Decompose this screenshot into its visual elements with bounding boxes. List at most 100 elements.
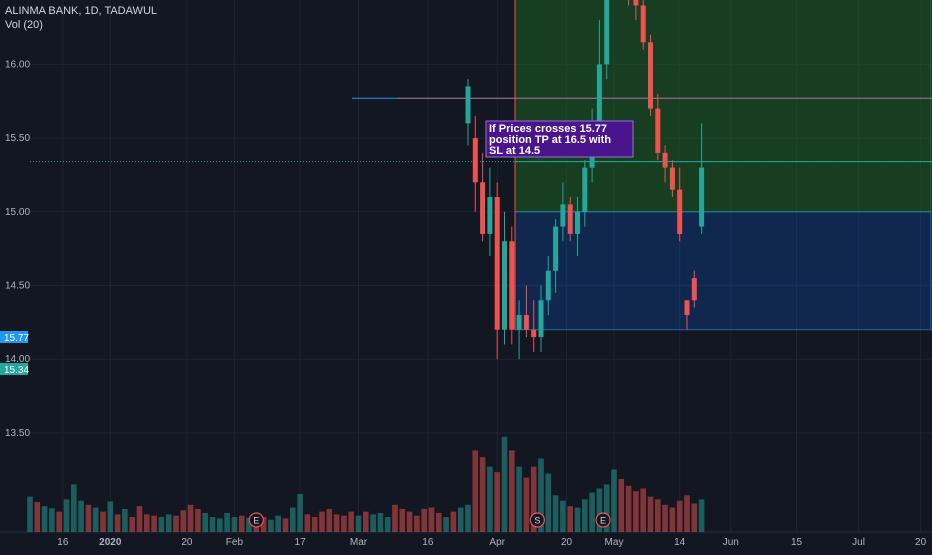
volume-bar bbox=[582, 499, 588, 532]
volume-bar bbox=[443, 517, 449, 532]
volume-bar bbox=[377, 512, 384, 532]
candle-body bbox=[502, 241, 507, 330]
x-tick-label: May bbox=[605, 537, 624, 548]
last-price-tag bbox=[0, 363, 28, 375]
event-marker-label: E bbox=[600, 516, 606, 526]
volume-bar bbox=[304, 514, 311, 532]
volume-bar bbox=[187, 504, 194, 532]
volume-bar bbox=[268, 519, 274, 532]
volume-bar bbox=[92, 507, 99, 532]
candle-body bbox=[699, 167, 705, 227]
volume-bar bbox=[406, 511, 413, 532]
volume-bar bbox=[275, 515, 281, 532]
volume-bar bbox=[195, 508, 201, 532]
x-tick-label: 20 bbox=[915, 537, 927, 548]
volume-bar bbox=[574, 507, 581, 532]
y-axis-labels: 13.5014.0014.5015.0015.5016.0016.5017.00… bbox=[5, 59, 30, 439]
volume-bar bbox=[684, 495, 690, 532]
volume-bar bbox=[370, 514, 376, 532]
volume-bar bbox=[384, 517, 391, 532]
volume-bar bbox=[662, 504, 668, 532]
volume-indicator-label: Vol (20) bbox=[5, 19, 43, 31]
candle-body bbox=[662, 152, 668, 168]
level-price-tag bbox=[0, 331, 28, 343]
volume-bar bbox=[217, 518, 223, 532]
candle-body bbox=[677, 189, 683, 234]
volume-bar bbox=[501, 436, 508, 532]
volume-bar bbox=[516, 466, 522, 532]
volume-bar bbox=[158, 517, 165, 532]
event-marker-circle bbox=[595, 512, 611, 528]
y-tick-label: 13.50 bbox=[5, 428, 30, 439]
volume-bar bbox=[399, 508, 406, 532]
annotation-line-1: If Prices crosses 15.77 bbox=[489, 123, 607, 135]
x-tick-label: 20 bbox=[561, 537, 573, 548]
x-tick-label: 15 bbox=[791, 537, 803, 548]
volume-bar bbox=[523, 477, 530, 532]
volume-bar bbox=[78, 500, 84, 532]
volume-bar bbox=[363, 511, 369, 532]
y-tick-label: 16.00 bbox=[5, 59, 30, 70]
x-tick-label: Apr bbox=[489, 537, 505, 548]
volume-bar bbox=[319, 511, 325, 532]
volume-bar bbox=[114, 514, 121, 532]
candle-body bbox=[545, 270, 551, 301]
volume-bar bbox=[209, 517, 216, 532]
volume-bar bbox=[224, 512, 230, 532]
candle-body bbox=[567, 204, 573, 234]
candle-body bbox=[480, 182, 486, 234]
event-marker-label: S bbox=[534, 516, 540, 526]
volume-bar bbox=[530, 466, 537, 532]
volume-bar bbox=[341, 515, 347, 532]
candle-body bbox=[516, 314, 522, 330]
volume-bar bbox=[596, 488, 603, 532]
volume-bar bbox=[348, 511, 354, 532]
candle-body bbox=[560, 204, 566, 227]
volume-bar bbox=[560, 500, 566, 532]
volume-bar bbox=[100, 511, 106, 532]
x-tick-label: Jun bbox=[723, 537, 739, 548]
volume-bar bbox=[479, 457, 486, 532]
volume-bar bbox=[173, 515, 179, 532]
candle-body bbox=[640, 5, 646, 43]
candle-body bbox=[691, 278, 697, 301]
volume-bar bbox=[487, 466, 493, 532]
event-marker-circle bbox=[529, 512, 545, 528]
volume-bar bbox=[165, 514, 172, 532]
volume-bar bbox=[655, 499, 661, 532]
candle-body bbox=[596, 64, 602, 124]
volume-bar bbox=[640, 488, 646, 532]
volume-bar bbox=[414, 515, 420, 532]
candle-body bbox=[575, 211, 580, 234]
volume-bar bbox=[603, 484, 610, 532]
volume-bar bbox=[122, 508, 128, 532]
volume-bar bbox=[85, 504, 92, 532]
candle-body bbox=[509, 241, 515, 330]
volume-bar bbox=[282, 518, 289, 532]
event-marker-label: E bbox=[253, 516, 259, 526]
volume-bar bbox=[392, 504, 398, 532]
annotation-box[interactable] bbox=[485, 120, 634, 158]
candle-body bbox=[538, 300, 544, 338]
volume-bar bbox=[311, 517, 318, 532]
candle-body bbox=[684, 300, 690, 315]
x-tick-label: Mar bbox=[350, 537, 368, 548]
x-tick-label: Feb bbox=[226, 537, 244, 548]
volume-bars bbox=[27, 436, 705, 532]
volume-bar bbox=[450, 511, 457, 532]
volume-bar bbox=[41, 506, 48, 532]
candle-body bbox=[531, 329, 537, 338]
volume-bar bbox=[297, 493, 303, 532]
volume-bar bbox=[669, 507, 676, 532]
level-price-tag-text: 15.77 bbox=[4, 333, 29, 344]
volume-bar bbox=[34, 502, 41, 532]
x-tick-label: Jul bbox=[852, 537, 865, 548]
stop-loss-zone-box bbox=[514, 211, 932, 331]
volume-bar bbox=[698, 499, 705, 532]
candle-body bbox=[669, 167, 675, 190]
volume-bar bbox=[625, 485, 632, 532]
annotation-line-2: position TP at 16.5 with bbox=[489, 134, 611, 146]
